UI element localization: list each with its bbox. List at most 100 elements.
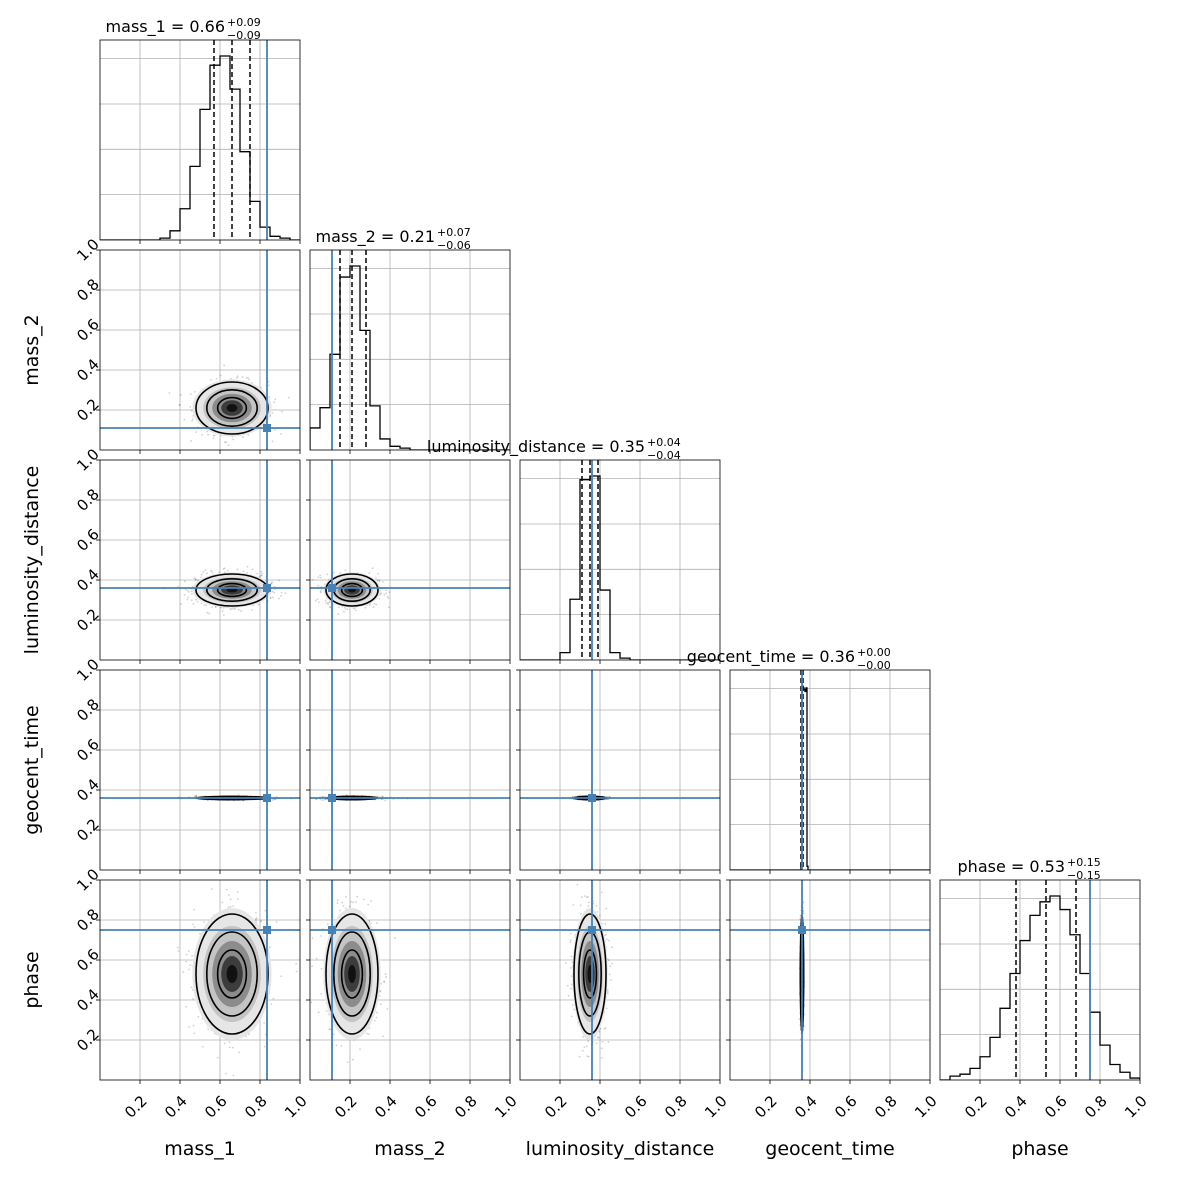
histogram-panel-mass_2 xyxy=(309,249,511,454)
truth-marker xyxy=(328,794,336,802)
contour-line xyxy=(206,388,259,427)
histogram-mass_2 xyxy=(310,265,510,450)
x-axis-label-luminosity_distance: luminosity_distance xyxy=(526,1138,715,1160)
histogram-panel-mass_1 xyxy=(99,39,301,244)
histogram-panel-geocent_time xyxy=(729,669,931,874)
x-tick-label: 1.0 xyxy=(911,1092,941,1122)
contour-line xyxy=(195,381,269,435)
density-level xyxy=(226,404,238,412)
title-mass_2: mass_2 = 0.21 +0.07−0.06 xyxy=(316,226,471,252)
truth-marker xyxy=(588,926,596,934)
panel-background xyxy=(100,460,300,660)
y-tick-label: 0.6 xyxy=(73,735,103,765)
panel-background xyxy=(730,880,930,1080)
x-tick-label: 0.6 xyxy=(621,1092,651,1122)
contour-line xyxy=(340,582,364,598)
x-tick-label: 0.4 xyxy=(581,1092,611,1122)
panel-frame xyxy=(519,879,721,1081)
histogram-luminosity_distance xyxy=(520,475,720,660)
scatter-panel-mass_2-vs-mass_1: 0.2 0.4 0.6 0.8 1.0 xyxy=(73,235,301,454)
y-tick-label: 0.8 xyxy=(73,275,103,305)
contour-line xyxy=(216,949,248,999)
panel-frame xyxy=(519,669,721,871)
histogram-phase xyxy=(940,895,1140,1080)
x-tick-label: 0.6 xyxy=(1041,1092,1071,1122)
x-tick-label: 0.2 xyxy=(121,1092,151,1122)
panel-background xyxy=(520,880,720,1080)
y-tick-label: 0.6 xyxy=(73,525,103,555)
y-tick-label: 0.8 xyxy=(73,905,103,935)
y-tick-label: 1.0 xyxy=(73,865,103,895)
scatter-panel-geocent_time-vs-mass_2 xyxy=(306,669,511,874)
panel-frame xyxy=(309,879,511,1081)
x-tick-label: 0.6 xyxy=(831,1092,861,1122)
scatter-panel-geocent_time-vs-luminosity_distance xyxy=(516,669,721,874)
y-tick-label: 0.8 xyxy=(73,485,103,515)
histogram-panel-luminosity_distance xyxy=(519,459,721,664)
title-lower-error: −0.00 xyxy=(857,659,891,672)
title-text: phase = 0.53 xyxy=(958,857,1065,876)
panel-frame xyxy=(99,879,301,1081)
x-tick-label: 0.4 xyxy=(791,1092,821,1122)
title-lower-error: −0.09 xyxy=(227,29,261,42)
truth-marker xyxy=(328,926,336,934)
scatter-panel-phase-vs-luminosity_distance: 0.2 0.4 0.6 0.8 1.0 xyxy=(516,879,731,1122)
histogram-mass_1 xyxy=(100,55,300,240)
contour-line xyxy=(325,573,379,607)
panel-frame xyxy=(309,249,511,451)
y-tick-label: 0.8 xyxy=(73,695,103,725)
y-tick-label: 0.4 xyxy=(73,565,103,595)
y-tick-label: 0.6 xyxy=(73,315,103,345)
title-upper-error: +0.07 xyxy=(437,226,471,239)
y-tick-label: 1.0 xyxy=(73,655,103,685)
title-upper-error: +0.04 xyxy=(647,436,681,449)
title-phase: phase = 0.53 +0.15−0.15 xyxy=(958,856,1101,882)
contour-line xyxy=(206,577,259,602)
scatter-panel-luminosity_distance-vs-mass_1: 0.2 0.4 0.6 0.8 1.0 xyxy=(73,445,301,664)
contour-line xyxy=(325,913,379,1035)
y-tick-label: 0.4 xyxy=(73,355,103,385)
panel-frame xyxy=(309,459,511,661)
x-tick-label: 1.0 xyxy=(491,1092,521,1122)
x-tick-label: 0.4 xyxy=(371,1092,401,1122)
x-tick-label: 1.0 xyxy=(701,1092,731,1122)
panel-background xyxy=(730,670,930,870)
panel-frame xyxy=(99,249,301,451)
x-tick-label: 0.4 xyxy=(1001,1092,1031,1122)
title-text: luminosity_distance = 0.35 xyxy=(427,437,645,457)
contour-line xyxy=(573,913,607,1035)
y-axis-label-phase: phase xyxy=(21,951,43,1008)
title-text: mass_2 = 0.21 xyxy=(316,227,435,247)
panel-background xyxy=(520,670,720,870)
x-tick-label: 0.2 xyxy=(961,1092,991,1122)
x-tick-label: 0.8 xyxy=(241,1092,271,1122)
panel-frame xyxy=(519,459,721,661)
panel-frame xyxy=(729,669,931,871)
x-axis-label-mass_1: mass_1 xyxy=(164,1138,236,1160)
contour-line xyxy=(332,931,371,1017)
x-tick-label: 1.0 xyxy=(1121,1092,1151,1122)
x-tick-label: 0.8 xyxy=(1081,1092,1111,1122)
density-level xyxy=(348,965,356,983)
y-axis-label-mass_2: mass_2 xyxy=(21,314,43,386)
contour-line xyxy=(216,582,248,598)
contour-line xyxy=(206,931,259,1017)
x-axis-label-geocent_time: geocent_time xyxy=(765,1138,894,1160)
y-tick-label: 1.0 xyxy=(73,235,103,265)
title-lower-error: −0.15 xyxy=(1067,869,1101,882)
title-geocent_time: geocent_time = 0.36 +0.00−0.00 xyxy=(687,646,891,672)
truth-marker xyxy=(263,926,271,934)
panel-background xyxy=(100,670,300,870)
truth-marker xyxy=(328,584,336,592)
x-axis-label-mass_2: mass_2 xyxy=(374,1138,446,1160)
truth-marker xyxy=(263,794,271,802)
x-tick-label: 0.6 xyxy=(201,1092,231,1122)
scatter-panel-phase-vs-geocent_time: 0.2 0.4 0.6 0.8 1.0 xyxy=(726,879,941,1122)
title-text: mass_1 = 0.66 xyxy=(106,17,225,37)
y-tick-label: 0.4 xyxy=(73,775,103,805)
title-luminosity_distance: luminosity_distance = 0.35 +0.04−0.04 xyxy=(427,436,681,462)
truth-marker xyxy=(263,584,271,592)
panel-frame xyxy=(99,459,301,661)
